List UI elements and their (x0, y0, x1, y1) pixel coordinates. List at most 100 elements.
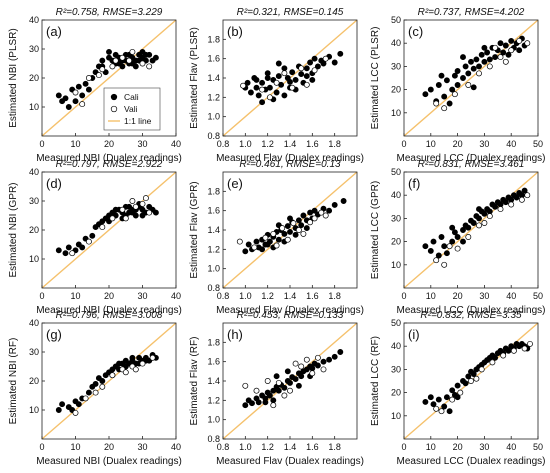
cali-point (292, 376, 299, 383)
cali-point (484, 49, 491, 56)
cali-point (441, 403, 448, 410)
cali-point (75, 401, 82, 408)
cali-point (430, 401, 437, 408)
cali-point (259, 246, 266, 253)
vali-point (79, 101, 86, 108)
series-cali (242, 349, 344, 409)
vali-point (122, 369, 129, 376)
series-vali (69, 195, 153, 257)
cali-point (427, 247, 434, 254)
cali-point (435, 396, 442, 403)
y-tick-label: 1.2 (207, 395, 220, 405)
cali-point (505, 51, 512, 58)
x-tick-label: 20 (453, 139, 463, 149)
cali-point (470, 84, 477, 91)
vali-point (497, 54, 504, 61)
y-tick-label: 20 (29, 376, 39, 386)
vali-point (236, 238, 243, 245)
cali-point (331, 353, 338, 360)
x-axis-label: Measured Flav (Dualex readings) (216, 305, 364, 316)
cali-point (449, 238, 456, 245)
cali-point (311, 55, 318, 62)
panel-e: R²=0.461, RMSE=0.13 0.8 1.0 1.2 1.4 1.6 1.8 0.8… (189, 159, 364, 316)
cali-point (287, 379, 293, 386)
cali-point (521, 187, 528, 194)
vali-point (481, 220, 488, 226)
vali-point (473, 375, 480, 382)
vali-point (322, 55, 329, 62)
x-axis-label: Measured LCC (Dualex readings) (397, 153, 546, 164)
vali-point (129, 48, 136, 55)
panel-stats: R²=0.831, RMSE=3.461 (418, 159, 525, 170)
cali-point (287, 78, 293, 85)
x-tick-label: 30 (137, 291, 147, 301)
panel-label: (e) (227, 176, 243, 191)
cali-point (492, 354, 499, 361)
vali-point (489, 359, 496, 366)
one-to-one-line (403, 171, 539, 289)
cali-point (460, 227, 466, 233)
y-tick-label: 10 (391, 260, 401, 270)
cali-point (435, 252, 442, 259)
cali-point (326, 356, 333, 363)
y-tick-label: 20 (29, 73, 39, 83)
x-tick-label: 10 (70, 139, 80, 149)
x-tick-label: 30 (479, 442, 489, 452)
cali-point (275, 387, 282, 394)
cali-point (255, 399, 262, 406)
cali-point (508, 37, 515, 44)
cali-point (446, 408, 453, 415)
cali-point (273, 89, 280, 96)
vali-point (122, 215, 129, 222)
vali-point (465, 82, 472, 88)
x-tick-label: 0.8 (217, 442, 230, 452)
vali-point (109, 63, 116, 70)
vali-point (292, 360, 299, 367)
cali-point (307, 59, 314, 66)
cali-point (295, 382, 302, 389)
vali-point (476, 70, 482, 77)
panel-i: R²=0.832, RMSE=3.35 0 10 20 30 40 50 10 20 30 40 50… (370, 310, 545, 467)
cali-point (303, 73, 310, 80)
cali-point (320, 358, 327, 365)
vali-point (99, 224, 106, 231)
x-tick-label: 40 (506, 442, 516, 452)
y-axis-label: Estimated NBI (RF) (8, 338, 19, 425)
vali-point (295, 227, 302, 233)
y-tick-label: 1.8 (207, 186, 220, 196)
cali-point (441, 93, 448, 100)
cali-point (422, 243, 429, 250)
cali-point (443, 394, 450, 401)
vali-point (266, 94, 273, 101)
cali-point (112, 206, 119, 213)
legend-label: 1:1 line (124, 116, 152, 126)
cali-point (112, 51, 119, 58)
cali-point (264, 241, 271, 248)
cali-point (249, 400, 255, 407)
cali-point (273, 373, 280, 380)
x-tick-label: 40 (506, 291, 516, 301)
y-tick-label: 10 (29, 254, 39, 264)
cali-point (139, 212, 146, 219)
y-tick-label: 10 (391, 411, 401, 421)
vali-point (516, 37, 523, 44)
cali-point (152, 209, 159, 216)
vali-point (126, 57, 133, 64)
vali-point (433, 257, 440, 264)
y-tick-label: 30 (29, 44, 39, 54)
vali-point (303, 356, 310, 363)
panel-label: (c) (408, 24, 423, 39)
vali-point (497, 206, 504, 213)
vali-point (465, 234, 472, 240)
cali-point (340, 198, 347, 204)
y-tick-label: 40 (391, 190, 401, 200)
vali-point (139, 60, 146, 67)
x-tick-label: 0.8 (217, 139, 230, 149)
vali-point (92, 389, 99, 396)
y-tick-label: 1.0 (207, 264, 220, 274)
series-vali (242, 354, 327, 409)
vali-point (85, 238, 92, 245)
cali-point (295, 217, 302, 224)
cali-point (152, 54, 159, 61)
x-tick-label: 40 (506, 139, 516, 149)
